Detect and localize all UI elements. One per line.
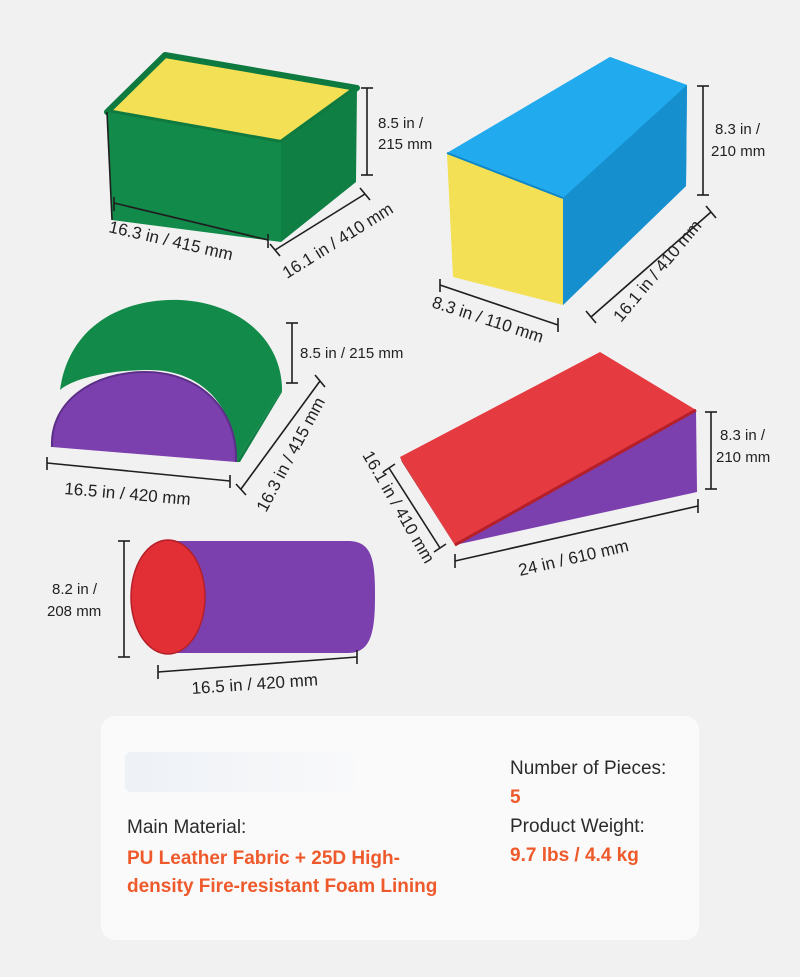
pieces-label: Number of Pieces: [510,758,667,779]
material-value-line1: PU Leather Fabric + 25D High- [127,848,400,869]
cyl-height-line1: 8.2 in / [52,581,98,598]
cyl-length-dimension: 16.5 in / 420 mm [157,650,358,698]
half-height-dimension: 8.5 in / 215 mm [286,322,403,384]
spec-card: Main Material: PU Leather Fabric + 25D H… [101,716,699,940]
cyl-height-dimension: 8.2 in / 208 mm [47,540,130,658]
cube-height-line1: 8.5 in / [378,115,424,132]
weight-label: Product Weight: [510,816,645,837]
rect-height-dimension: 8.3 in / 210 mm [697,85,765,196]
material-value-line2: density Fire-resistant Foam Lining [127,876,438,897]
half-cylinder-block [50,299,282,463]
wedge-height-line1: 8.3 in / [720,427,766,444]
cylinder-block [130,539,375,655]
rect-block [446,57,687,305]
half-height-label: 8.5 in / 215 mm [300,345,403,362]
wedge-height-dimension: 8.3 in / 210 mm [705,411,770,490]
cyl-height-line2: 208 mm [47,603,101,620]
pieces-value: 5 [510,787,521,808]
rect-height-line1: 8.3 in / [715,121,761,138]
wedge-height-line2: 210 mm [716,449,770,466]
half-width-label: 16.5 in / 420 mm [64,479,192,509]
rect-height-line2: 210 mm [711,143,765,160]
cyl-length-label: 16.5 in / 420 mm [191,670,319,698]
weight-value: 9.7 lbs / 4.4 kg [510,845,639,866]
cube-block [104,52,360,242]
cube-height-dimension: 8.5 in / 215 mm [361,87,432,176]
half-width-dimension: 16.5 in / 420 mm [46,457,231,509]
material-label: Main Material: [127,817,247,838]
product-dimensions-illustration: 8.5 in / 215 mm 16.3 in / 415 mm 16.1 in… [46,52,770,698]
wedge-block [400,352,697,547]
cube-height-line2: 215 mm [378,136,432,153]
decorative-patch [125,752,355,792]
